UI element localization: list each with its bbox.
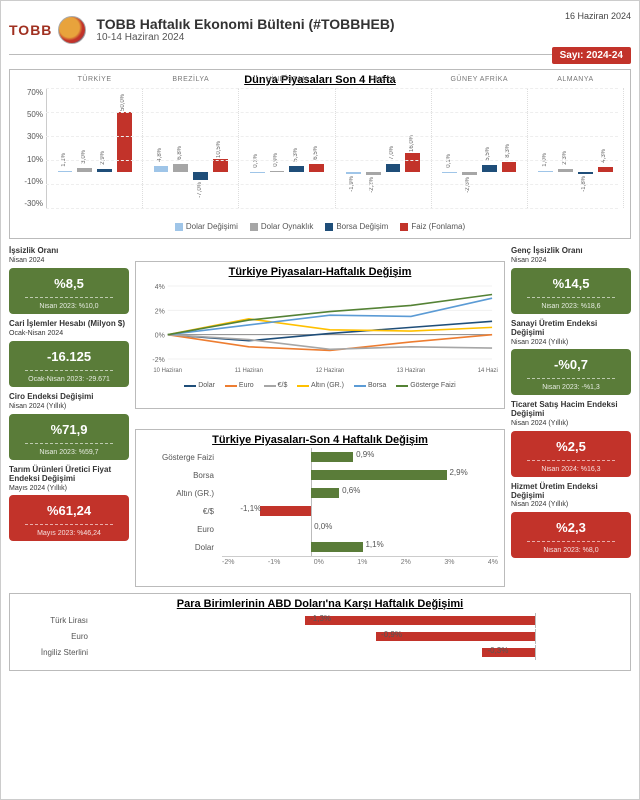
stat-card: Ticaret Satış Hacim Endeksi DeğişimiNisa…	[511, 401, 631, 476]
svg-text:12 Haziran: 12 Haziran	[316, 368, 345, 374]
currency-row: İngiliz Sterlini-0,3%	[16, 644, 624, 660]
stats-left-column: İşsizlik OranıNisan 2024%8,5Nisan 2023: …	[9, 247, 129, 587]
svg-text:4%: 4%	[155, 284, 165, 291]
svg-text:14 Haziran: 14 Haziran	[478, 368, 498, 374]
header-title-block: TOBB Haftalık Ekonomi Bülteni (#TOBBHEB)…	[96, 16, 631, 43]
stat-card: Cari İşlemler Hesabı (Milyon $)Ocak-Nisa…	[9, 320, 129, 387]
hbar-row: Dolar1,1%	[142, 538, 498, 556]
svg-text:-2%: -2%	[152, 357, 164, 364]
currencies-panel: Para Birimlerinin ABD Doları'na Karşı Ha…	[9, 593, 631, 671]
stat-card: Genç İşsizlik OranıNisan 2024%14,5Nisan …	[511, 247, 631, 314]
fourweek-x-axis: -2%-1%0%1%2%3%4%	[222, 556, 498, 566]
bulletin-title: TOBB Haftalık Ekonomi Bülteni (#TOBBHEB)	[96, 16, 631, 32]
header-bar: TOBB TOBB Haftalık Ekonomi Bülteni (#TOB…	[9, 9, 631, 55]
world-y-axis: 70%50%30%10%-10%-30%	[16, 88, 46, 208]
bulletin-date: 16 Haziran 2024	[565, 11, 631, 21]
currencies-rows: Türk Lirası-1,3%Euro-0,9%İngiliz Sterlin…	[16, 612, 624, 660]
fourweek-title: Türkiye Piyasaları-Son 4 Haftalık Değişi…	[142, 434, 498, 446]
world-legend: Dolar DeğişimiDolar OynaklıkBorsa Değişi…	[16, 222, 624, 231]
stat-card: Tarım Ürünleri Üretici Fiyat Endeksi Değ…	[9, 466, 129, 541]
weekly-line-svg: -2% 0% 2% 4% 10 Haziran 11 Haziran 12 Haziran 1…	[142, 280, 498, 375]
stats-right-column: Genç İşsizlik OranıNisan 2024%14,5Nisan …	[511, 247, 631, 587]
brand-text: TOBB	[9, 22, 52, 38]
hbar-row: Altın (GR.)0,6%	[142, 484, 498, 502]
weekly-line-title: Türkiye Piyasaları-Haftalık Değişim	[142, 266, 498, 278]
stat-card: Sanayi Üretim Endeksi DeğişimiNisan 2024…	[511, 320, 631, 395]
hbar-row: €/$-1,1%	[142, 502, 498, 520]
currencies-title: Para Birimlerinin ABD Doları'na Karşı Ha…	[16, 598, 624, 610]
svg-text:0%: 0%	[155, 333, 165, 340]
tobb-logo-icon	[58, 16, 86, 44]
hbar-row: Gösterge Faizi0,9%	[142, 448, 498, 466]
currency-row: Euro-0,9%	[16, 628, 624, 644]
svg-text:10 Haziran: 10 Haziran	[153, 368, 182, 374]
stat-card: İşsizlik OranıNisan 2024%8,5Nisan 2023: …	[9, 247, 129, 314]
svg-text:13 Haziran: 13 Haziran	[397, 368, 426, 374]
weekly-line-panel: Türkiye Piyasaları-Haftalık Değişim -2% 0…	[135, 261, 505, 409]
world-countries: TÜRKİYE1,1%3,0%2,9%50,0%BREZİLYA4,8%6,8%…	[46, 88, 624, 208]
hbar-row: Borsa2,9%	[142, 466, 498, 484]
center-column: Türkiye Piyasaları-Haftalık Değişim -2% 0…	[135, 247, 505, 587]
issue-badge: Sayı: 2024-24	[552, 47, 631, 64]
fourweek-hbar-panel: Türkiye Piyasaları-Son 4 Haftalık Değişi…	[135, 429, 505, 587]
weekly-line-legend: Dolar Euro €/$ Altın (GR.) Borsa Gösterg…	[142, 382, 498, 389]
currency-row: Türk Lirası-1,3%	[16, 612, 624, 628]
fourweek-rows: Gösterge Faizi0,9%Borsa2,9%Altın (GR.)0,…	[142, 448, 498, 556]
svg-text:2%: 2%	[155, 308, 165, 315]
mid-section: İşsizlik OranıNisan 2024%8,5Nisan 2023: …	[9, 247, 631, 587]
bulletin-week: 10-14 Haziran 2024	[96, 32, 631, 43]
hbar-row: Euro0,0%	[142, 520, 498, 538]
svg-text:11 Haziran: 11 Haziran	[235, 368, 263, 374]
stat-card: Ciro Endeksi DeğişimiNisan 2024 (Yıllık)…	[9, 393, 129, 460]
world-markets-panel: Dünya Piyasaları Son 4 Hafta 70%50%30%10…	[9, 69, 631, 239]
world-chart-area: 70%50%30%10%-10%-30% TÜRKİYE1,1%3,0%2,9%…	[16, 88, 624, 208]
stat-card: Hizmet Üretim Endeksi DeğişimiNisan 2024…	[511, 483, 631, 558]
